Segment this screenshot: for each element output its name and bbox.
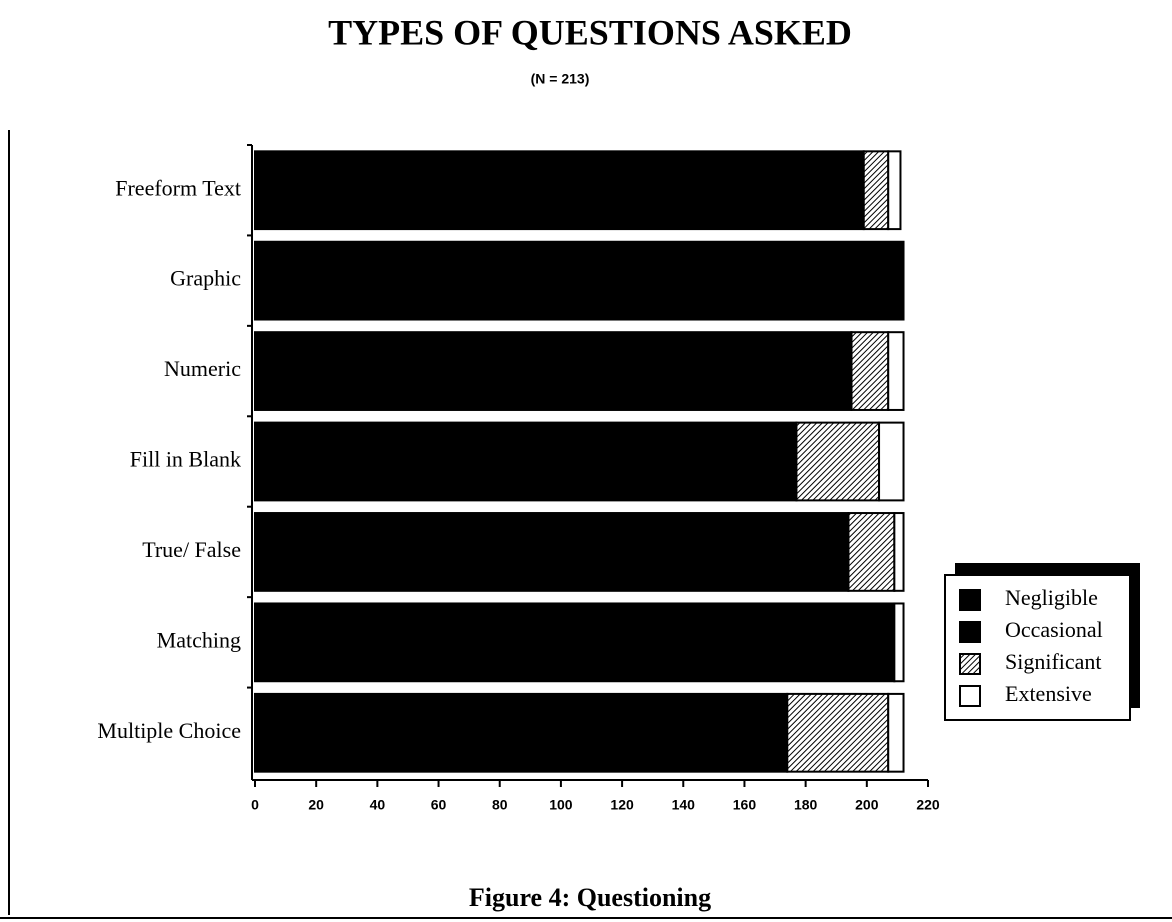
legend-label: Extensive (1005, 681, 1092, 706)
y-tick-label: Graphic (170, 266, 241, 291)
legend-swatch (959, 621, 981, 643)
bar-segment (887, 692, 905, 773)
chart-subtitle: (N = 213) (531, 71, 590, 87)
legend-swatch (959, 589, 981, 611)
x-tick-label: 220 (916, 797, 940, 813)
bar-segment (254, 512, 850, 592)
y-tick-label: Multiple Choice (97, 718, 241, 743)
legend-label: Occasional (1005, 617, 1103, 642)
x-tick-label: 100 (549, 797, 573, 813)
legend-swatch (959, 685, 981, 707)
y-tick-label: True/ False (142, 537, 241, 562)
bar-segment (887, 150, 902, 231)
bar-segment (254, 692, 789, 773)
x-tick-label: 40 (370, 797, 386, 813)
x-tick-label: 200 (855, 797, 879, 813)
x-tick-label: 140 (672, 797, 696, 813)
x-tick-label: 0 (251, 797, 259, 813)
bar-segment (893, 512, 905, 592)
bar-segment (254, 150, 865, 231)
legend-label: Negligible (1005, 585, 1098, 610)
chart-title: TYPES OF QUESTIONS ASKED (328, 12, 852, 52)
bar-segment (254, 331, 853, 411)
x-tick-label: 60 (431, 797, 447, 813)
y-tick-label: Matching (157, 627, 241, 652)
bar-segment (786, 692, 890, 773)
x-tick-label: 80 (492, 797, 508, 813)
y-tick-label: Fill in Blank (130, 447, 241, 472)
bar-segment (878, 421, 905, 502)
x-tick-label: 120 (610, 797, 634, 813)
x-tick-label: 20 (308, 797, 324, 813)
legend-label: Significant (1005, 649, 1102, 674)
x-tick-label: 160 (733, 797, 757, 813)
bar-segment (254, 240, 905, 321)
bar-segment (893, 602, 905, 683)
bar-segment (887, 331, 905, 411)
y-tick-label: Numeric (164, 356, 241, 381)
legend-swatch (959, 653, 981, 675)
bar-segment (795, 421, 881, 502)
bar-segment (862, 150, 890, 231)
bar-segment (254, 602, 896, 683)
bar-segment (850, 331, 890, 411)
caption: Figure 4: Questioning (469, 883, 711, 912)
y-tick-label: Freeform Text (115, 175, 241, 200)
x-tick-label: 180 (794, 797, 818, 813)
bar-segment (254, 421, 798, 502)
bar-segment (847, 512, 896, 592)
